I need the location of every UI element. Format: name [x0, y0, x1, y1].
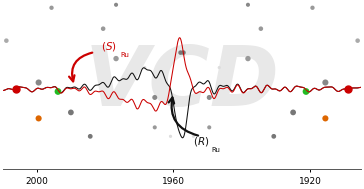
Text: Ru: Ru	[120, 52, 130, 58]
Text: Ru: Ru	[211, 147, 220, 153]
Text: $(S)$: $(S)$	[101, 40, 116, 53]
Text: $(R)$: $(R)$	[193, 135, 209, 147]
Text: VCD: VCD	[84, 42, 280, 123]
